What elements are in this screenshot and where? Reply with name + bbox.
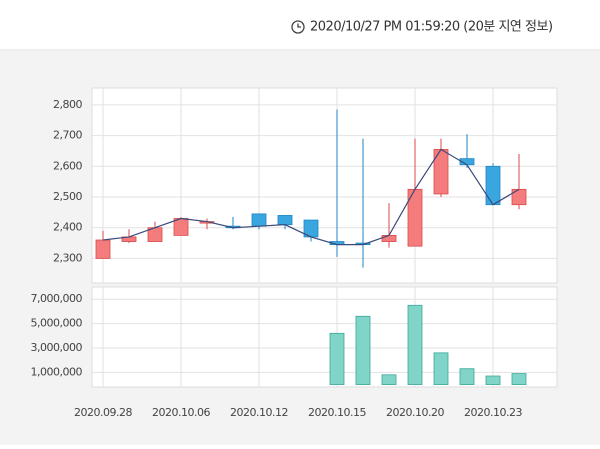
volume-plot — [91, 286, 558, 388]
timestamp: 2020/10/27 PM 01:59:20 (20분 지연 정보) — [310, 20, 553, 35]
volume-bar — [511, 373, 527, 385]
y-tick-label: 3,000,000 — [31, 341, 83, 354]
y-tick-label: 2,400 — [53, 221, 82, 234]
y-tick-label: 2,700 — [53, 129, 82, 142]
y-tick-label: 7,000,000 — [31, 292, 83, 305]
x-tick-label: 2020.09.28 — [74, 406, 132, 419]
price-plot — [91, 87, 558, 284]
volume-bar — [433, 352, 449, 385]
volume-bar — [329, 332, 345, 385]
volume-bar — [381, 374, 397, 385]
close-line — [102, 148, 520, 246]
candle-body — [95, 239, 111, 259]
volume-bar — [459, 368, 475, 385]
x-tick-label: 2020.10.12 — [230, 406, 288, 419]
volume-bar — [485, 375, 501, 385]
y-tick-label: 2,500 — [53, 190, 82, 203]
x-tick-label: 2020.10.23 — [464, 406, 522, 419]
candle-body — [173, 218, 189, 236]
candle-body — [381, 235, 397, 242]
candle-body — [485, 165, 501, 206]
y-tick-label: 2,600 — [53, 159, 82, 172]
candle-body — [277, 215, 293, 226]
volume-bar — [407, 304, 423, 385]
clock-icon — [291, 20, 305, 34]
x-tick-label: 2020.10.06 — [152, 406, 210, 419]
x-tick-label: 2020.10.15 — [308, 406, 366, 419]
y-tick-label: 2,800 — [53, 98, 82, 111]
y-tick-label: 2,300 — [53, 251, 82, 264]
volume-bar — [355, 315, 371, 385]
x-tick-label: 2020.10.20 — [386, 406, 444, 419]
y-tick-label: 1,000,000 — [31, 365, 83, 378]
y-tick-label: 5,000,000 — [31, 317, 83, 330]
candle-body — [251, 213, 267, 227]
